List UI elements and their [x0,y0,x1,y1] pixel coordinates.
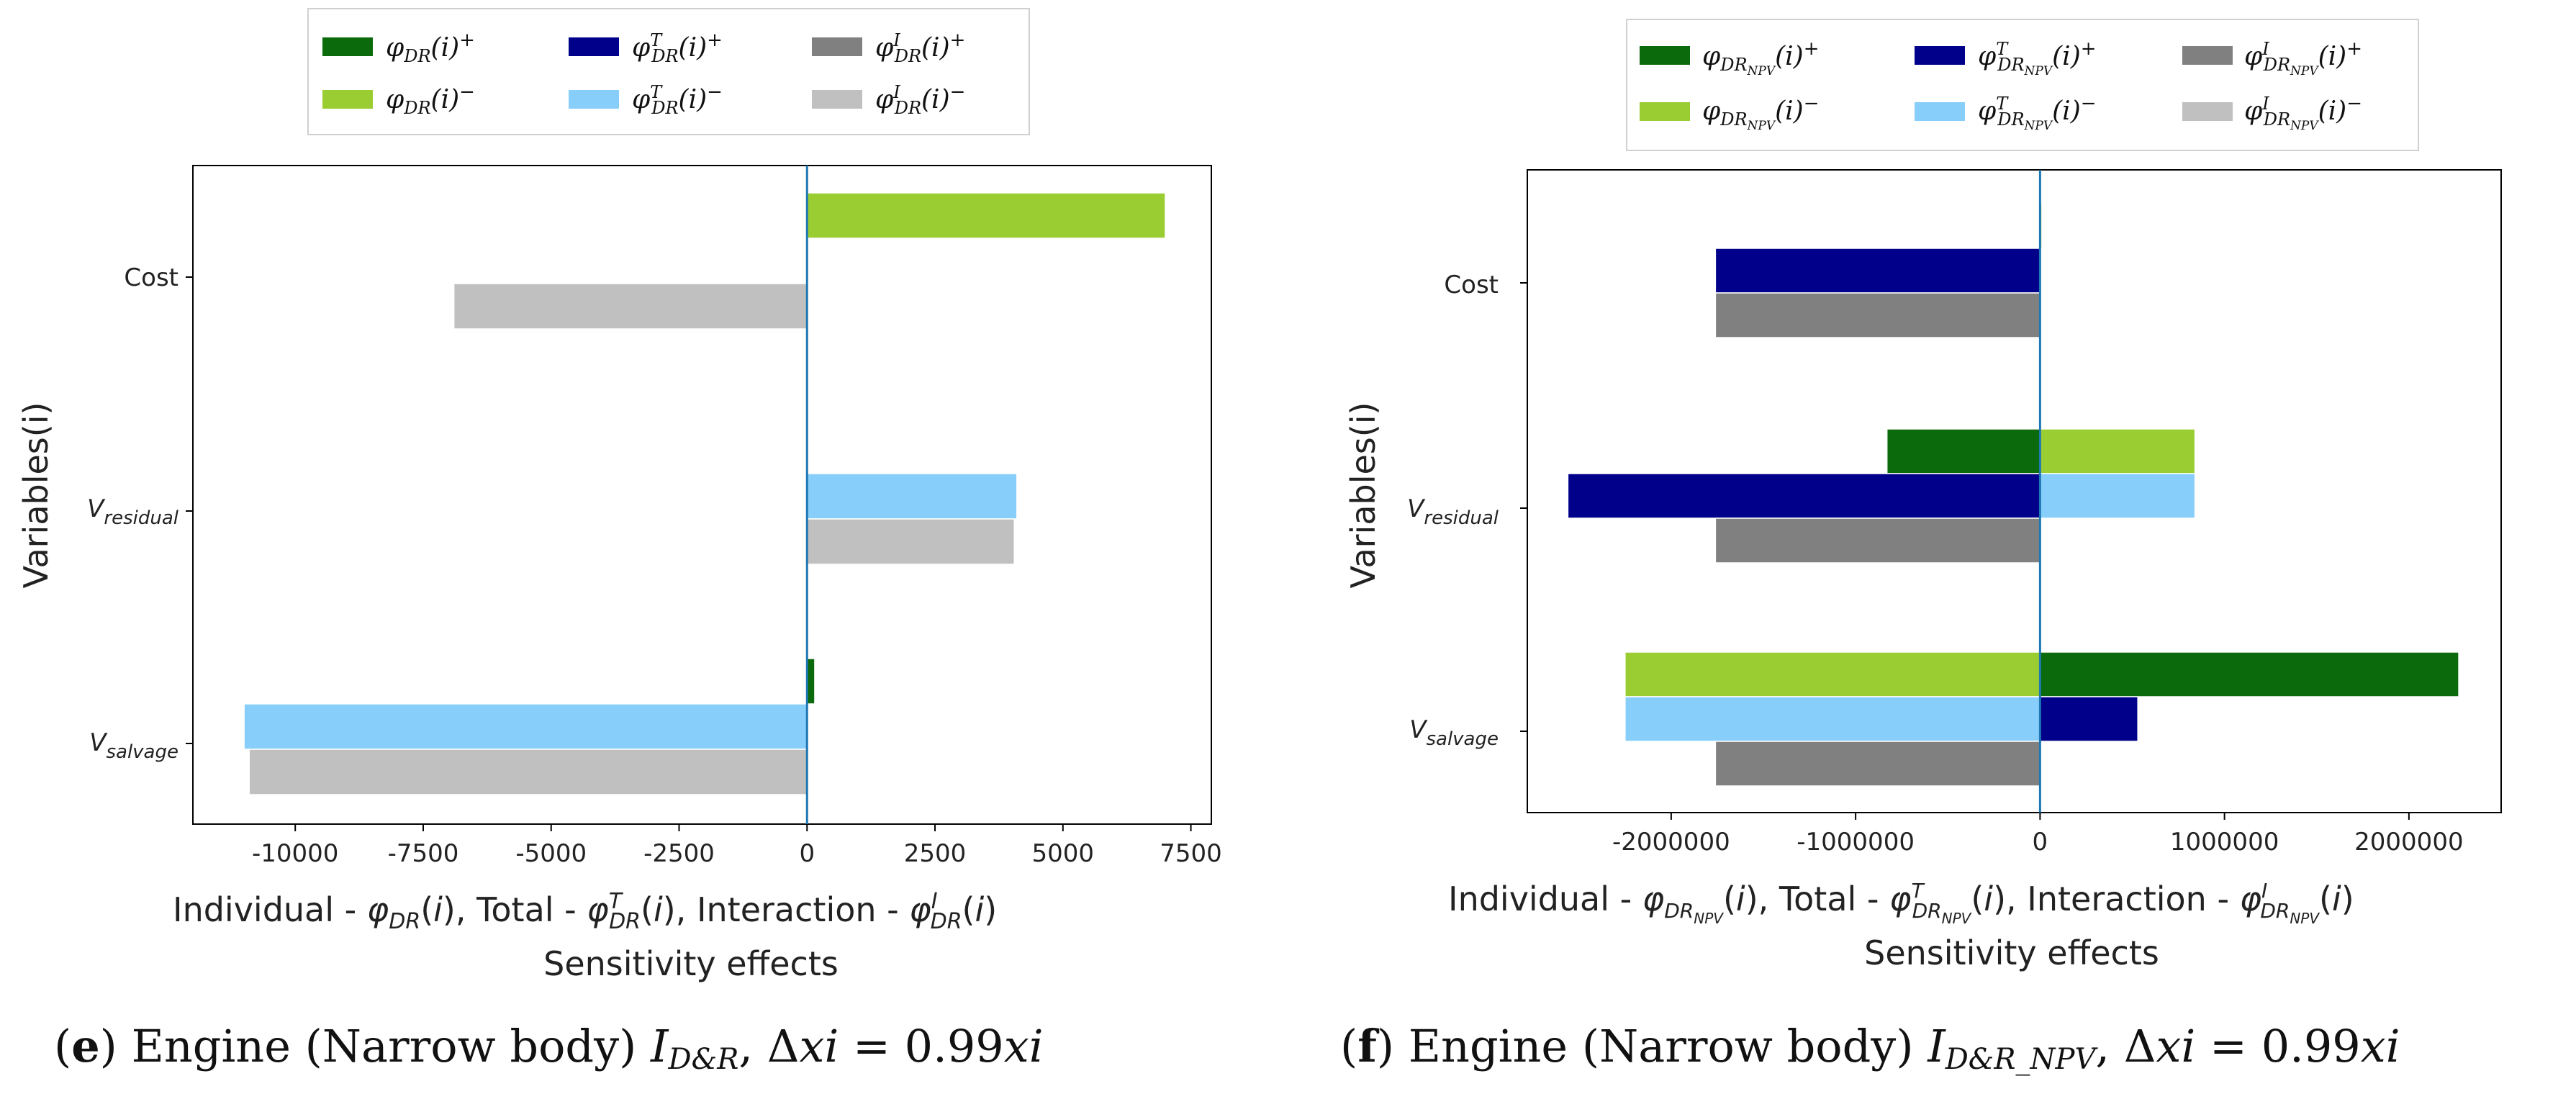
bar-v-salvage-series-5 [248,749,808,795]
legend-label-total-neg-npv: φT DRNPV(i)− [1978,93,2097,133]
xtick-label: 2000000 [2354,828,2463,856]
legend-swatch-individual-neg [322,90,373,109]
ylabel-e: Variables(i) [17,402,55,589]
legend-swatch-individual-pos-npv [1640,46,1690,65]
bar-v-residual-series-0 [1886,428,2041,474]
ycat-vresidual-e: Vresidual [87,494,179,529]
bar-v-residual-series-4 [1714,517,2041,564]
bar-v-salvage-series-1 [1624,651,2041,697]
bars-f [1567,170,2459,813]
xticks-e: -10000 -7500 -5000 -2500 0 2500 5000 7500 [186,276,1222,868]
ycat-vsalvage-e: Vsalvage [89,728,178,763]
bar-v-salvage-series-0 [806,658,815,705]
xtick-label: -10000 [252,839,338,868]
xtick-label: -7500 [388,839,459,868]
plot-area-f [1527,169,2502,813]
legend-label-total-pos: φT DR(i)+ [632,30,723,66]
legend-swatch-total-neg-npv [1915,102,1965,121]
legend-e: φDR(i)+ φDR(i)− φT DR(i)+ φT DR(i)− φI DR(i… [307,8,1030,135]
bar-cost-series-2 [1714,248,2041,294]
legend-label-individual-pos: φDR(i)+ [386,30,475,66]
bar-v-residual-series-1 [2039,428,2196,474]
xlabel-line2-e: Sensitivity effects [543,944,839,983]
legend-swatch-individual-neg-npv [1640,102,1690,121]
xtick-label: -2000000 [1612,828,1730,856]
bar-cost-series-5 [453,283,808,330]
legend-label-individual-neg: φDR(i)− [386,81,475,118]
xtick-label: -1000000 [1797,828,1915,856]
legend-label-interaction-neg-npv: φI DRNPV(i)− [2244,93,2362,133]
legend-swatch-interaction-pos-npv [2182,46,2233,65]
panel-f: φDRNPV(i)+ φDRNPV(i)− φT DRNPV(i)+ φT DRNP… [1340,19,2502,1076]
ycat-cost-f: Cost [1444,271,1499,299]
xtick-label: 0 [2033,828,2048,856]
legend-label-total-pos-npv: φT DRNPV(i)+ [1978,38,2097,78]
legend-swatch-total-neg [569,90,619,109]
legend-label-interaction-pos: φI DR(i)+ [875,30,965,66]
bars-e [243,166,1166,824]
xticks-f: -2000000 -1000000 0 1000000 2000000 [1520,282,2464,856]
plot-area-e [192,165,1212,825]
legend-label-interaction-neg: φI DR(i)− [875,81,965,118]
ylabel-f: Variables(i) [1344,402,1383,589]
legend-label-interaction-pos-npv: φI DRNPV(i)+ [2244,38,2362,78]
ycat-vresidual-f: Vresidual [1407,494,1499,529]
ycat-vsalvage-f: Vsalvage [1409,715,1499,750]
caption-e: (e) Engine (Narrow body) ID&R, Δxi = 0.9… [54,1020,1044,1076]
legend-swatch-individual-pos [322,37,373,56]
ycat-cost-e: Cost [124,263,178,292]
bar-v-salvage-series-4 [1714,741,2041,787]
bar-v-salvage-series-3 [243,703,808,750]
caption-f: (f) Engine (Narrow body) ID&R_NPV, Δxi =… [1340,1020,2400,1076]
legend-swatch-interaction-pos [812,37,862,56]
xtick-label: -2500 [643,839,715,868]
legend-label-total-neg: φT DR(i)− [632,81,723,118]
bar-v-residual-series-3 [2039,473,2196,519]
xtick-label: 7500 [1160,839,1222,868]
xtick-label: 2500 [904,839,967,868]
bar-v-residual-series-3 [806,473,1018,520]
legend-swatch-total-pos-npv [1915,46,1965,65]
bar-v-salvage-series-3 [1624,696,2041,742]
legend-label-individual-neg-npv: φDRNPV(i)− [1702,93,1820,133]
bar-cost-series-4 [1714,292,2041,338]
xlabel-line1-f: Individual - φDRNPV(i), Total - φT DRNPV(… [1448,879,2354,927]
legend-swatch-total-pos [569,37,619,56]
xtick-label: 5000 [1032,839,1095,868]
xtick-label: 1000000 [2170,828,2279,856]
legend-swatch-interaction-neg-npv [2182,102,2233,121]
bar-v-residual-series-2 [1567,473,2041,519]
legend-f: φDRNPV(i)+ φDRNPV(i)− φT DRNPV(i)+ φT DRNP… [1626,19,2419,151]
bar-v-residual-series-5 [806,518,1015,565]
bar-cost-series-1 [806,192,1166,239]
legend-label-individual-pos-npv: φDRNPV(i)+ [1702,38,1820,78]
xlabel-line2-f: Sensitivity effects [1864,933,2159,972]
xtick-label: 0 [799,839,815,868]
xtick-label: -5000 [515,839,587,868]
bar-v-salvage-series-0 [2039,651,2459,697]
legend-swatch-interaction-neg [812,90,862,109]
xlabel-line1-e: Individual - φDR(i), Total - φT DR(i), In… [173,889,997,934]
panel-e: φDR(i)+ φDR(i)− φT DR(i)+ φT DR(i)− φI DR(i… [17,8,1222,1076]
bar-v-salvage-series-2 [2039,696,2138,742]
